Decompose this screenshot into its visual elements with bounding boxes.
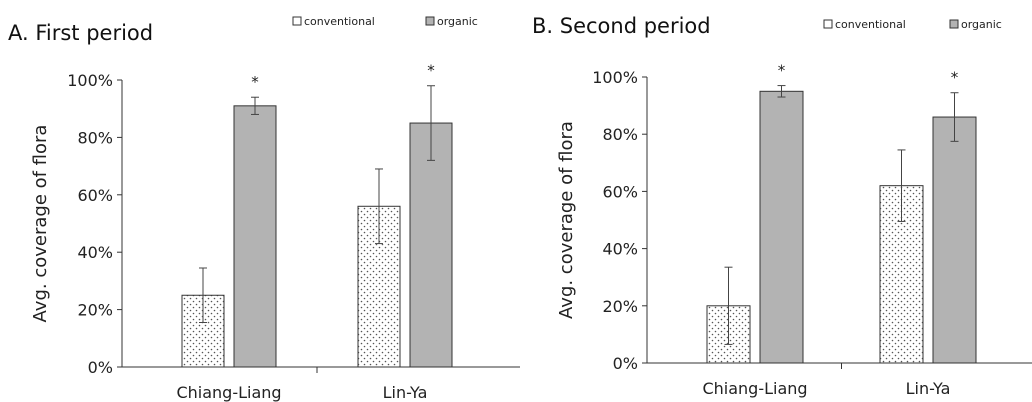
y-tick-label: 100% [67, 71, 113, 90]
bar-organic-lin-ya [932, 116, 977, 364]
y-tick-label: 60% [602, 182, 638, 201]
legend-conventional-label: conventional [304, 15, 375, 28]
y-tick-label: 40% [77, 243, 113, 262]
y-tick-label: 20% [602, 297, 638, 316]
y-tick-label: 0% [88, 358, 113, 377]
y-tick-label: 0% [613, 354, 638, 373]
significance-marker: * [951, 69, 959, 87]
legend-conventional-swatch [823, 19, 833, 29]
y-tick-label: 80% [602, 125, 638, 144]
bar-organic-chiang-liang [233, 105, 277, 368]
chart-title: B. Second period [532, 14, 711, 38]
y-tick-label: 40% [602, 240, 638, 259]
chart-panel-b: B. Second period conventional organic 0% 20%… [532, 14, 1032, 398]
legend-organic-label: organic [437, 15, 478, 28]
y-tick-label: 60% [77, 186, 113, 205]
x-tick-label: Chiang-Liang [702, 379, 807, 398]
chart-title: A. First period [8, 21, 153, 45]
y-axis-label: Avg. coverage of flora [30, 125, 51, 323]
significance-marker: * [251, 73, 259, 91]
x-tick-label: Chiang-Liang [176, 383, 281, 402]
legend-organic-label: organic [961, 18, 1002, 31]
x-tick-label: Lin-Ya [906, 379, 951, 398]
bar-organic-chiang-liang [759, 90, 804, 364]
legend-organic-swatch [949, 19, 959, 29]
x-tick-label: Lin-Ya [383, 383, 428, 402]
y-tick-label: 100% [592, 68, 638, 87]
significance-marker: * [427, 62, 435, 80]
legend-organic-swatch [425, 16, 435, 26]
chart-panel-a: A. First period conventional organic 0% 20% 4… [8, 15, 520, 402]
legend-conventional-swatch [292, 16, 302, 26]
y-tick-label: 80% [77, 128, 113, 147]
significance-marker: * [778, 62, 786, 80]
y-axis-label: Avg. coverage of flora [556, 121, 577, 319]
y-tick-label: 20% [77, 301, 113, 320]
legend-conventional-label: conventional [835, 18, 906, 31]
